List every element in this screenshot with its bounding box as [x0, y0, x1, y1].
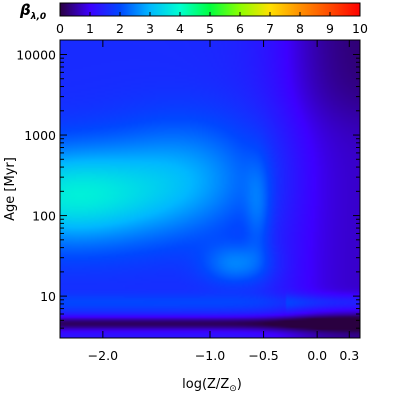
y-axis-ticks: 10 100 1000 10000	[16, 47, 360, 329]
colorbar-tick-label: 0	[56, 21, 64, 36]
x-tick-label: 0.0	[307, 348, 327, 363]
heatmap: −2.0 −1.0 −0.5 0.0 0.3 10 100 1000 10000	[16, 39, 361, 363]
y-axis-label: Age [Myr]	[3, 157, 18, 221]
colorbar-tick-label: 5	[206, 21, 214, 36]
colorbar-label: βλ,0	[20, 1, 47, 22]
x-tick-label: −1.0	[195, 348, 225, 363]
colorbar-tick-label: 3	[146, 21, 154, 36]
x-tick-label: 0.3	[339, 348, 359, 363]
y-tick-label: 1000	[24, 128, 56, 143]
x-tick-label: −0.5	[248, 348, 278, 363]
colorbar-ticks: 0 1 2 3 4 5 6 7 8 9 10	[56, 12, 368, 36]
x-axis-ticks: −2.0 −1.0 −0.5 0.0 0.3	[88, 40, 359, 363]
x-axis-label: log(Z/Z⊙)	[182, 377, 242, 394]
colorbar-tick-label: 4	[176, 21, 184, 36]
colorbar: 0 1 2 3 4 5 6 7 8 9 10	[56, 2, 368, 36]
x-tick-label: −2.0	[88, 348, 118, 363]
heatmap-image	[60, 40, 360, 338]
colorbar-tick-label: 9	[326, 21, 334, 36]
y-tick-label: 100	[32, 209, 56, 224]
colorbar-tick-label: 8	[296, 21, 304, 36]
colorbar-tick-label: 1	[86, 21, 94, 36]
y-tick-label: 10000	[16, 47, 56, 62]
colorbar-tick-label: 10	[352, 21, 368, 36]
y-tick-label: 10	[40, 289, 56, 304]
colorbar-tick-label: 2	[116, 21, 124, 36]
colorbar-tick-label: 6	[236, 21, 244, 36]
colorbar-tick-label: 7	[266, 21, 274, 36]
